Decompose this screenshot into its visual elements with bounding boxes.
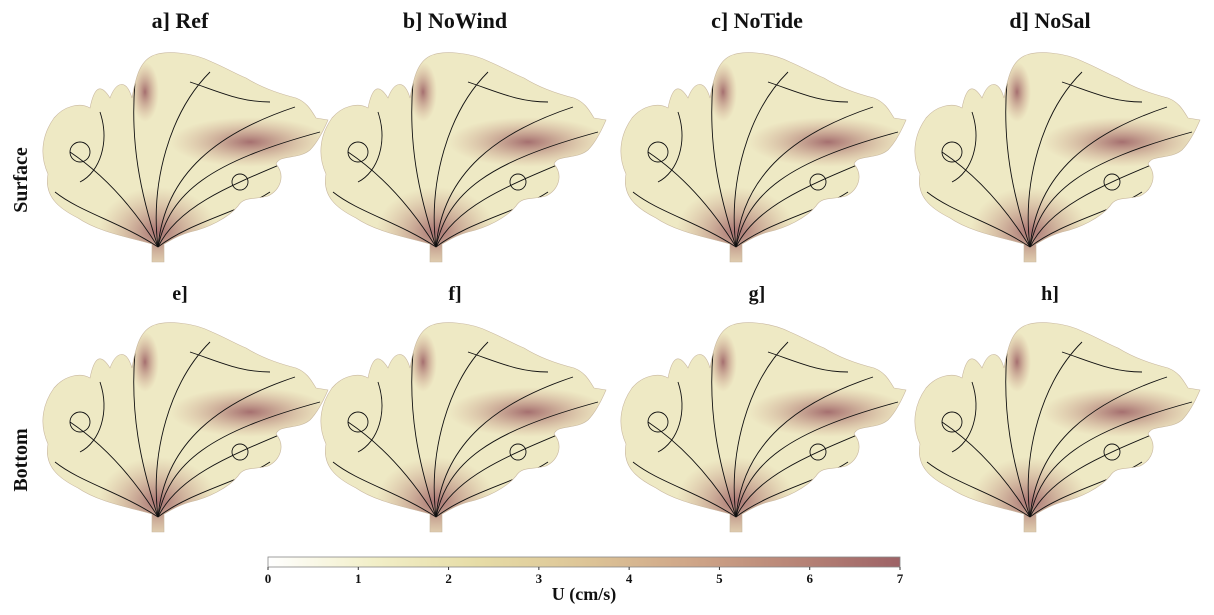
colorbar-tick-label: 7	[897, 571, 904, 586]
panel-title: b] NoWind	[403, 8, 507, 33]
colorbar-tick-label: 2	[445, 571, 452, 586]
map-panel	[621, 323, 908, 547]
colorbar	[267, 556, 901, 568]
panel-title: d] NoSal	[1009, 8, 1090, 33]
map-panel	[43, 53, 330, 277]
map-panel	[321, 53, 608, 277]
map-panel	[621, 53, 908, 277]
maps	[43, 53, 1202, 547]
map-panel	[43, 323, 330, 547]
colorbar-tick-label: 1	[355, 571, 362, 586]
colorbar-tick-label: 5	[716, 571, 723, 586]
colorbar-label: U (cm/s)	[552, 584, 616, 605]
row-label: Bottom	[10, 428, 32, 492]
colorbar-tick-label: 4	[626, 571, 633, 586]
panel-title: h]	[1041, 283, 1059, 305]
map-panel	[321, 323, 608, 547]
row-label: Surface	[10, 147, 32, 213]
map-panel	[915, 323, 1202, 547]
panel-title: f]	[448, 283, 461, 305]
panel-title: c] NoTide	[711, 8, 803, 33]
colorbar-tick-label: 6	[806, 571, 813, 586]
panel-title: e]	[172, 283, 188, 305]
colorbar-tick-label: 3	[536, 571, 543, 586]
colorbar-tick-label: 0	[265, 571, 272, 586]
panel-title: a] Ref	[152, 8, 209, 33]
panel-title: g]	[749, 283, 766, 305]
map-panel	[915, 53, 1202, 277]
